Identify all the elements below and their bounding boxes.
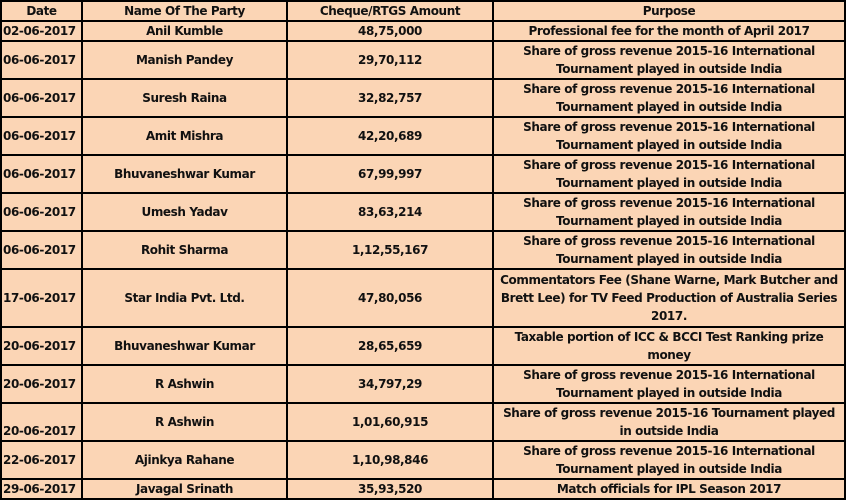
purpose-cell: Share of gross revenue 2015-16 Tournamen…: [492, 402, 846, 442]
table-row: 06-06-2017 Umesh Yadav 83,63,214 Share of g…: [0, 192, 846, 232]
table-row: 06-06-2017 Suresh Raina 32,82,757 Share of …: [0, 78, 846, 118]
table-row: 17-06-2017 Star India Pvt. Ltd. 47,80,056 C…: [0, 268, 846, 328]
date-cell: 06-06-2017: [0, 78, 83, 118]
purpose-cell: Share of gross revenue 2015-16 Internati…: [492, 440, 846, 480]
table-row: 02-06-2017 Anil Kumble 48,75,000 Profession…: [0, 20, 846, 42]
table-row: 20-06-2017 Bhuvaneshwar Kumar 28,65,659 Tax…: [0, 326, 846, 366]
purpose-cell: Share of gross revenue 2015-16 Internati…: [492, 154, 846, 194]
header-amount: Cheque/RTGS Amount: [286, 0, 494, 22]
date-cell: 20-06-2017: [0, 326, 83, 366]
date-cell: 06-06-2017: [0, 192, 83, 232]
purpose-cell: Share of gross revenue 2015-16 Internati…: [492, 364, 846, 404]
table-row: 29-06-2017 Javagal Srinath 35,93,520 Match …: [0, 478, 846, 500]
party-cell: Suresh Raina: [81, 78, 288, 118]
table-row: 06-06-2017 Manish Pandey 29,70,112 Share of…: [0, 40, 846, 80]
party-cell: Rohit Sharma: [81, 230, 288, 270]
amount-cell: 32,82,757: [286, 78, 494, 118]
table-row: 22-06-2017 Ajinkya Rahane 1,10,98,846 Share…: [0, 440, 846, 480]
date-cell: 06-06-2017: [0, 116, 83, 156]
amount-cell: 1,01,60,915: [286, 402, 494, 442]
amount-cell: 1,10,98,846: [286, 440, 494, 480]
purpose-cell: Share of gross revenue 2015-16 Internati…: [492, 230, 846, 270]
party-cell: R Ashwin: [81, 402, 288, 442]
purpose-cell: Commentators Fee (Shane Warne, Mark Butc…: [492, 268, 846, 328]
party-cell: Manish Pandey: [81, 40, 288, 80]
date-cell: 06-06-2017: [0, 154, 83, 194]
party-cell: Umesh Yadav: [81, 192, 288, 232]
purpose-cell: Share of gross revenue 2015-16 Internati…: [492, 78, 846, 118]
party-cell: Bhuvaneshwar Kumar: [81, 154, 288, 194]
party-cell: R Ashwin: [81, 364, 288, 404]
purpose-cell: Share of gross revenue 2015-16 Internati…: [492, 40, 846, 80]
amount-cell: 48,75,000: [286, 20, 494, 42]
date-cell: 22-06-2017: [0, 440, 83, 480]
amount-cell: 28,65,659: [286, 326, 494, 366]
purpose-cell: Share of gross revenue 2015-16 Internati…: [492, 116, 846, 156]
table-row: 20-06-2017 R Ashwin 34,797,29 Share of gros…: [0, 364, 846, 404]
party-cell: Amit Mishra: [81, 116, 288, 156]
table-row: 06-06-2017 Bhuvaneshwar Kumar 67,99,997 Sha…: [0, 154, 846, 194]
party-cell: Bhuvaneshwar Kumar: [81, 326, 288, 366]
party-cell: Star India Pvt. Ltd.: [81, 268, 288, 328]
purpose-cell: Taxable portion of ICC & BCCI Test Ranki…: [492, 326, 846, 366]
header-row: Date Name Of The Party Cheque/RTGS Amoun…: [0, 0, 846, 22]
date-cell: 20-06-2017: [0, 402, 83, 442]
purpose-cell: Professional fee for the month of April …: [492, 20, 846, 42]
purpose-cell: Share of gross revenue 2015-16 Internati…: [492, 192, 846, 232]
amount-cell: 83,63,214: [286, 192, 494, 232]
header-purpose: Purpose: [492, 0, 846, 22]
table-row: 20-06-2017 R Ashwin 1,01,60,915 Share of gr…: [0, 402, 846, 442]
party-cell: Anil Kumble: [81, 20, 288, 42]
date-cell: 29-06-2017: [0, 478, 83, 500]
date-cell: 06-06-2017: [0, 230, 83, 270]
date-cell: 06-06-2017: [0, 40, 83, 80]
amount-cell: 29,70,112: [286, 40, 494, 80]
purpose-cell: Match officials for IPL Season 2017: [492, 478, 846, 500]
table-row: 06-06-2017 Amit Mishra 42,20,689 Share of g…: [0, 116, 846, 156]
date-cell: 20-06-2017: [0, 364, 83, 404]
amount-cell: 1,12,55,167: [286, 230, 494, 270]
header-party: Name Of The Party: [81, 0, 288, 22]
date-cell: 17-06-2017: [0, 268, 83, 328]
party-cell: Javagal Srinath: [81, 478, 288, 500]
header-date: Date: [0, 0, 83, 22]
party-cell: Ajinkya Rahane: [81, 440, 288, 480]
table-row: 06-06-2017 Rohit Sharma 1,12,55,167 Share o…: [0, 230, 846, 270]
amount-cell: 47,80,056: [286, 268, 494, 328]
amount-cell: 34,797,29: [286, 364, 494, 404]
amount-cell: 67,99,997: [286, 154, 494, 194]
amount-cell: 42,20,689: [286, 116, 494, 156]
amount-cell: 35,93,520: [286, 478, 494, 500]
date-cell: 02-06-2017: [0, 20, 83, 42]
